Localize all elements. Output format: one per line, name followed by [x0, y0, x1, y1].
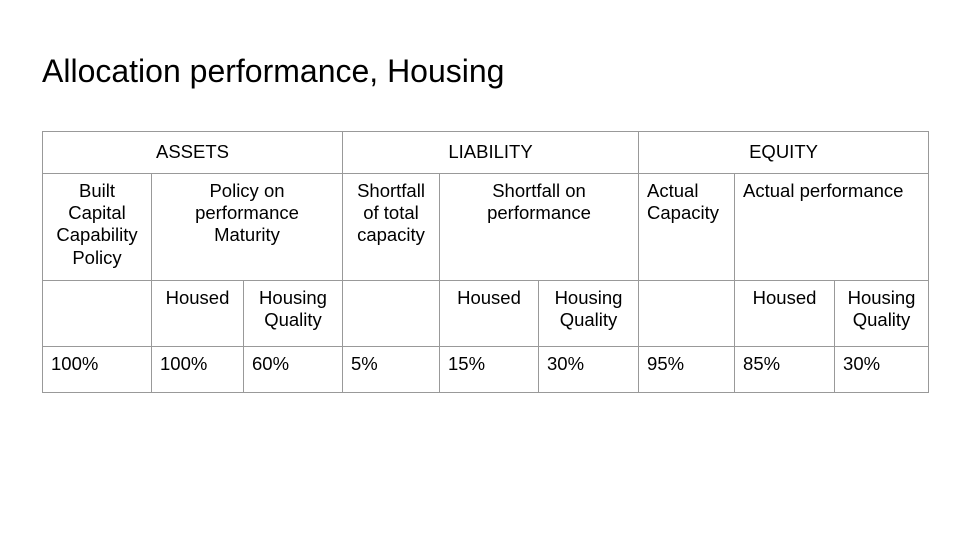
value-cell-equity-housing-quality: 30%: [834, 346, 930, 393]
measure-cell-assets-housed: Housed: [151, 280, 244, 347]
value-cell-assets-housed: 100%: [151, 346, 244, 393]
group-header-assets: ASSETS: [42, 131, 343, 174]
measure-cell-assets-blank: [42, 280, 152, 347]
value-cell-liability-housing-quality: 30%: [537, 346, 640, 393]
measure-cell-liability-blank: [342, 280, 440, 347]
value-cell-equity-housed: 85%: [734, 346, 836, 393]
slide-title: Allocation performance, Housing: [42, 53, 505, 89]
measure-cell-liability-housing-quality: Housing Quality: [537, 280, 640, 347]
col-header-actual-capacity: Actual Capacity: [638, 173, 736, 281]
table-row-values: 100% 100% 60% 5% 15% 30% 95% 85% 30%: [42, 346, 930, 393]
table-row-groups: ASSETS LIABILITY EQUITY: [42, 131, 930, 174]
table-row-measures: Housed Housing Quality Housed Housing Qu…: [42, 280, 930, 347]
value-cell-built-capital: 100%: [42, 346, 152, 393]
col-header-shortfall-on-performance: Shortfall on performance: [438, 173, 640, 281]
col-header-policy-on-performance-maturity: Policy on performance Maturity: [151, 173, 343, 281]
measure-cell-liability-housed: Housed: [439, 280, 539, 347]
table-row-subheaders: Built Capital Capability Policy Policy o…: [42, 173, 930, 281]
measure-cell-equity-blank: [638, 280, 736, 347]
col-header-built-capital-capability-policy: Built Capital Capability Policy: [42, 173, 152, 281]
value-cell-assets-housing-quality: 60%: [243, 346, 343, 393]
measure-cell-equity-housing-quality: Housing Quality: [834, 280, 930, 347]
allocation-performance-table: ASSETS LIABILITY EQUITY Built Capital Ca…: [42, 131, 930, 393]
measure-cell-assets-housing-quality: Housing Quality: [243, 280, 343, 347]
value-cell-liability-housed: 15%: [439, 346, 539, 393]
group-header-equity: EQUITY: [638, 131, 930, 174]
measure-cell-equity-housed: Housed: [734, 280, 836, 347]
col-header-shortfall-of-total-capacity: Shortfall of total capacity: [342, 173, 440, 281]
group-header-liability: LIABILITY: [341, 131, 640, 174]
value-cell-actual-capacity: 95%: [638, 346, 736, 393]
col-header-actual-performance: Actual performance: [734, 173, 930, 281]
value-cell-shortfall-capacity: 5%: [342, 346, 440, 393]
